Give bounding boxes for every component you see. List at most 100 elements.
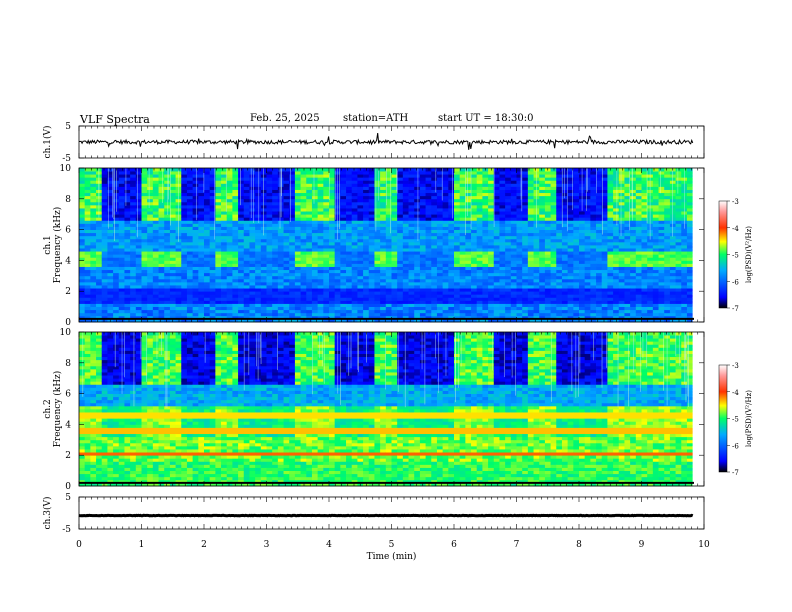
spec-cell (459, 217, 466, 221)
spec-cell (635, 232, 642, 237)
spec-cell (334, 275, 341, 280)
spec-cell (221, 318, 228, 323)
spec-cell (454, 300, 461, 304)
spec-cell (641, 315, 648, 320)
spec-cell (539, 201, 546, 206)
spec-cell (272, 318, 279, 323)
spec-cell (601, 309, 608, 314)
spec-cell (374, 294, 381, 298)
spec-cell (556, 192, 563, 197)
spec-cell (90, 226, 97, 230)
spec-cell (300, 303, 307, 307)
spec-cell (79, 272, 86, 277)
spec-cell (550, 214, 557, 218)
spec-cell (90, 214, 97, 218)
spec-cell (152, 294, 159, 298)
spec-cell (596, 201, 603, 206)
spec-cell (169, 291, 176, 295)
spec-cell (346, 254, 353, 258)
spec-cell (363, 254, 370, 258)
spec-cell (289, 245, 296, 249)
spec-cell (323, 232, 330, 237)
spec-cell (113, 229, 120, 234)
spec-cell (471, 174, 478, 178)
spec-cell (226, 192, 233, 197)
spec-cell (169, 285, 176, 289)
spec-cell (238, 229, 245, 234)
spec-cell (141, 318, 148, 323)
spec-cell (579, 318, 586, 323)
spec-cell (561, 306, 569, 311)
spec-cell (556, 241, 563, 246)
spec-cell (181, 260, 188, 264)
spec-cell (516, 309, 523, 314)
spec-cell (385, 251, 392, 255)
spec-cell (607, 183, 614, 187)
spec-cell (368, 180, 375, 184)
spec-cell (419, 235, 426, 240)
spec-cell (169, 180, 176, 184)
spec-cell (198, 281, 205, 286)
spec-cell (561, 168, 569, 172)
spec-cell (266, 297, 273, 301)
spec-cell (181, 312, 188, 317)
spec-cell (579, 241, 586, 246)
spec-cell (596, 291, 603, 295)
spec-cell (192, 281, 199, 286)
spec-cell (539, 318, 546, 323)
spec-cell (232, 201, 239, 206)
spec-cell (329, 241, 336, 246)
spec-cell (329, 248, 336, 252)
spec-cell (454, 285, 461, 289)
spec-cell (482, 281, 489, 286)
spec-cell (556, 189, 563, 194)
spec-cell (476, 235, 483, 240)
spec-cell (419, 315, 426, 320)
spec-cell (573, 254, 580, 258)
spec-cell (186, 315, 194, 320)
spec-cell (96, 278, 103, 283)
spec-cell (311, 180, 319, 184)
spec-cell (448, 306, 455, 311)
spec-cell (329, 174, 336, 178)
spec-cell (618, 204, 625, 209)
spec-cell (272, 294, 279, 298)
spec-cell (158, 297, 165, 301)
spec-cell (579, 272, 586, 277)
spec-cell (101, 315, 108, 320)
spec-cell (124, 204, 131, 209)
spec-cell (579, 251, 586, 255)
spec-cell (624, 315, 631, 320)
spec-cell (232, 226, 239, 230)
spec-cell (215, 285, 222, 289)
spec-cell (556, 288, 563, 292)
spec-cell (289, 248, 296, 252)
spec-cell (311, 183, 319, 187)
spec-cell (613, 285, 620, 289)
spec-cell (260, 238, 267, 243)
spec-cell (561, 183, 569, 187)
spec-cell (186, 226, 194, 230)
spec-cell (340, 312, 347, 317)
spec-cell (391, 269, 398, 274)
spec-cell (215, 306, 222, 311)
spec-cell (391, 217, 398, 221)
spec-cell (363, 266, 370, 271)
spec-cell (641, 226, 648, 230)
spec-cell (419, 220, 426, 224)
spec-cell (147, 204, 154, 209)
spec-cell (505, 306, 512, 311)
spec-cell (618, 226, 625, 230)
spec-cell (567, 208, 574, 212)
spec-cell (505, 211, 512, 215)
spec-cell (107, 297, 114, 301)
spec-cell (164, 177, 171, 181)
spec-cell (471, 180, 478, 184)
spec-cell (164, 220, 171, 224)
spec-cell (232, 171, 239, 175)
spec-cell (516, 241, 523, 246)
spec-cell (482, 309, 489, 314)
spec-cell (181, 168, 188, 172)
spec-cell (118, 251, 125, 255)
spec-cell (630, 201, 637, 206)
